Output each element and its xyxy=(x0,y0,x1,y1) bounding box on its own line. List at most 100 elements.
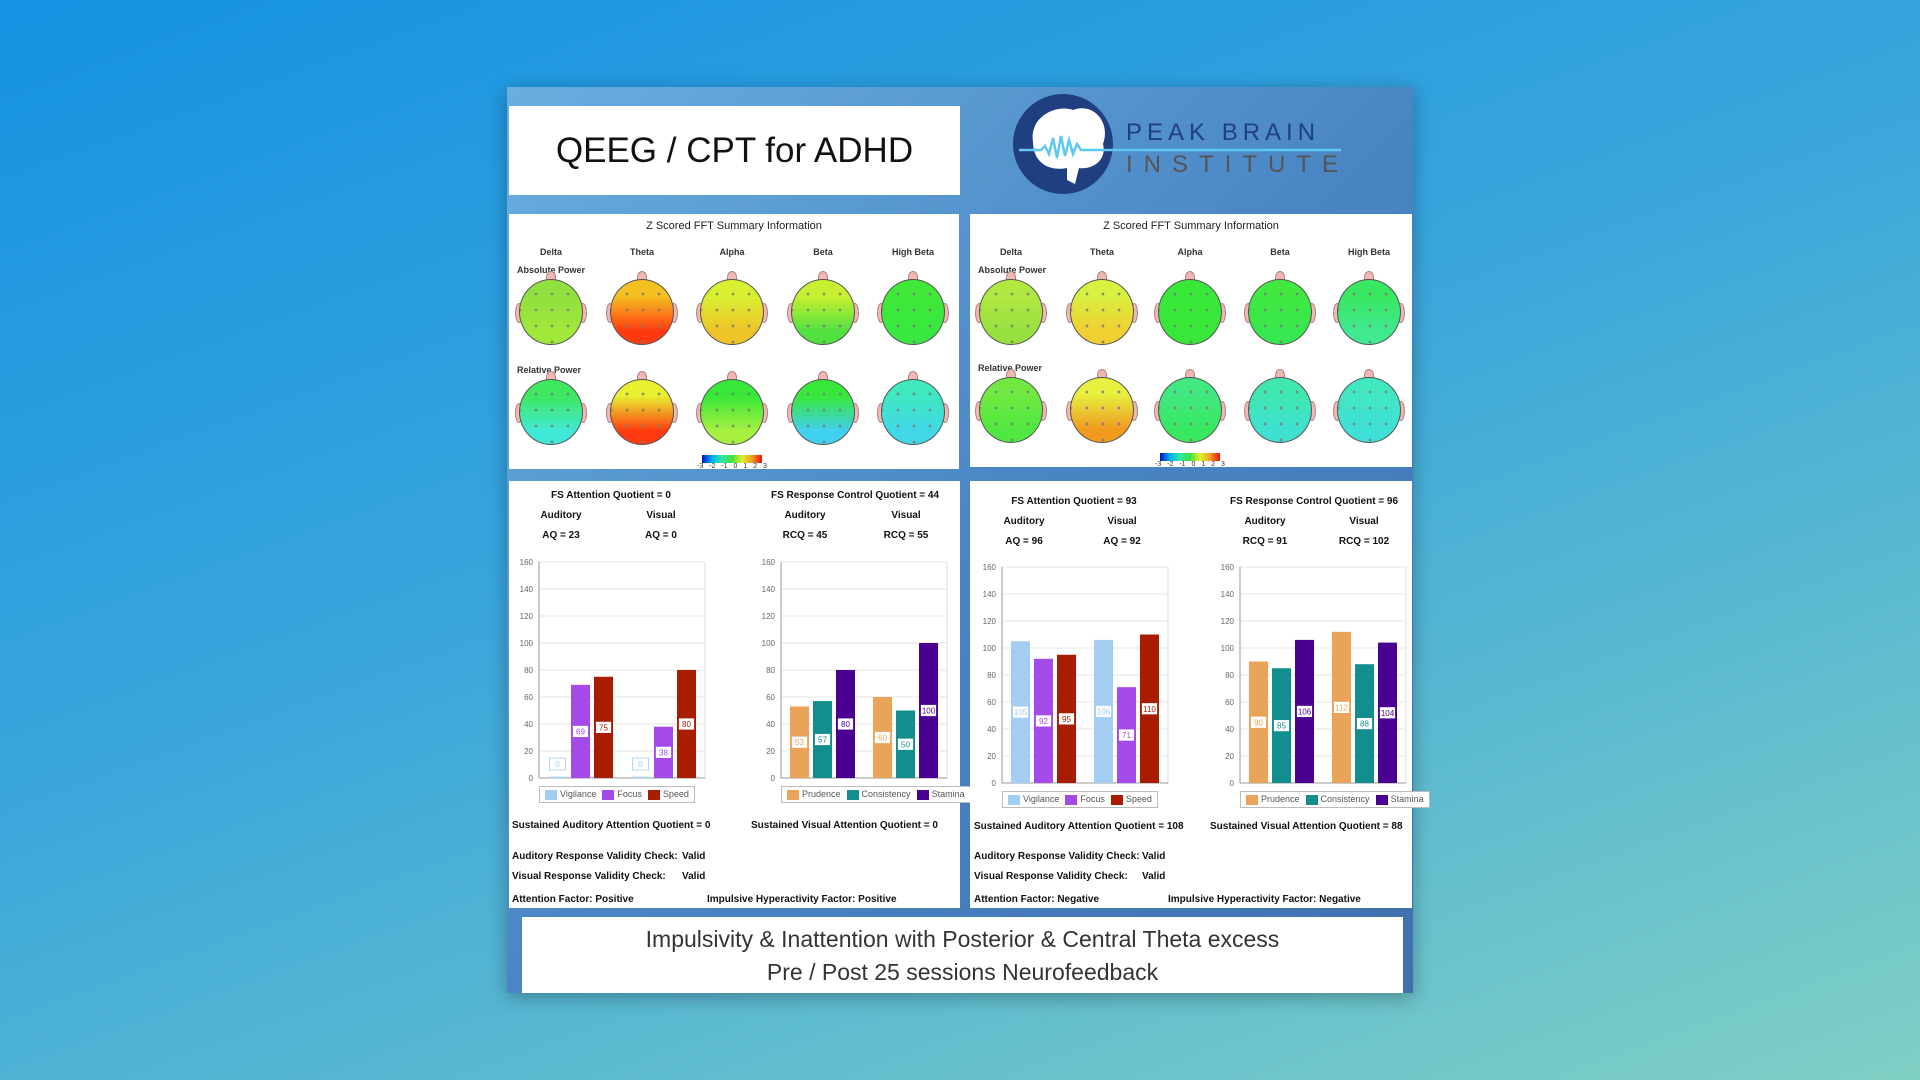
data-label-box xyxy=(1333,700,1350,714)
legend-item: Prudence xyxy=(787,789,841,800)
colorbar-tick: 1 xyxy=(743,463,748,470)
response-chart-pre: 0 20 40 60 80 100 120 140 160 53 57 80 60 50 100 xyxy=(762,558,948,783)
attention-quotient: FS Attention Quotient = 0 xyxy=(551,490,671,501)
data-label: 0 xyxy=(555,760,560,769)
data-label: 105 xyxy=(1014,708,1028,717)
visual-label: Visual xyxy=(646,510,676,521)
y-tick-label: 40 xyxy=(1225,725,1234,734)
auditory-validity: Auditory Response Validity Check: xyxy=(974,851,1140,862)
sustained-visual: Sustained Visual Attention Quotient = 88 xyxy=(1210,821,1403,832)
legend-swatch xyxy=(602,789,615,800)
data-label-box xyxy=(1012,705,1029,719)
qeeg-post-panel: Z Scored FFT Summary Information Delta The… xyxy=(970,214,1412,468)
row-label: Absolute Power xyxy=(517,265,586,275)
data-label: 69 xyxy=(576,727,585,736)
data-label: 90 xyxy=(1254,718,1263,727)
y-tick-label: 20 xyxy=(766,747,775,756)
legend-item: Speed xyxy=(1110,794,1152,805)
brainwave-icon xyxy=(1019,135,1341,159)
visual-validity-value: Valid xyxy=(1142,871,1166,882)
aq-visual: AQ = 0 xyxy=(645,530,677,541)
colorbar-tick: -1 xyxy=(721,463,728,470)
hyperactivity-factor: Impulsive Hyperactivity Factor: Positive xyxy=(707,894,897,905)
y-tick-label: 80 xyxy=(524,666,533,675)
y-tick-label: 40 xyxy=(987,725,996,734)
colorbar-tick: 2 xyxy=(753,463,758,470)
visual-validity-value: Valid xyxy=(682,871,706,882)
rcq-auditory: RCQ = 45 xyxy=(782,530,828,541)
y-tick-label: 120 xyxy=(762,612,776,621)
y-tick-label: 80 xyxy=(987,671,996,680)
y-tick-label: 40 xyxy=(766,720,775,729)
response-quotient: FS Response Control Quotient = 44 xyxy=(770,490,940,501)
colorbar-tick: -3 xyxy=(1155,461,1162,468)
auditory-validity: Auditory Response Validity Check: xyxy=(512,851,678,862)
sustained-visual: Sustained Visual Attention Quotient = 0 xyxy=(751,820,938,831)
aq-visual: AQ = 92 xyxy=(1103,536,1141,547)
y-tick-label: 0 xyxy=(992,779,997,788)
topographic-head-map xyxy=(606,271,678,349)
auditory-label: Auditory xyxy=(1244,516,1286,527)
auditory-label: Auditory xyxy=(540,510,582,521)
legend-item: Speed xyxy=(647,789,689,800)
legend-swatch xyxy=(1065,794,1078,805)
data-label-box xyxy=(1273,719,1290,733)
colorbar-ticks: -3 -2 -1 0 1 2 3 xyxy=(697,463,767,470)
attention-factor: Attention Factor: Positive xyxy=(512,894,634,905)
chart-legend: Vigilance Focus Speed xyxy=(1002,791,1158,808)
legend-swatch xyxy=(1246,794,1258,805)
caption-line1: Impulsivity & Inattention with Posterior… xyxy=(645,926,1280,952)
sustained-auditory: Sustained Auditory Attention Quotient = … xyxy=(512,820,711,831)
topographic-head-map xyxy=(1066,271,1138,349)
band-label: Beta xyxy=(1270,247,1290,257)
legend-label: Prudence xyxy=(1261,794,1300,804)
y-tick-label: 140 xyxy=(1221,590,1235,599)
data-label: 38 xyxy=(659,748,668,757)
y-tick-label: 0 xyxy=(771,774,776,783)
band-label: High Beta xyxy=(891,247,935,257)
band-label: Alpha xyxy=(719,247,745,257)
auditory-label: Auditory xyxy=(784,510,826,521)
colorbar xyxy=(702,455,762,463)
topographic-head-map xyxy=(1244,271,1316,349)
qeeg-pre-panel: Z Scored FFT Summary Information Delta The… xyxy=(509,214,959,470)
y-tick-label: 60 xyxy=(987,698,996,707)
y-tick-label: 20 xyxy=(524,747,533,756)
legend-item: Focus xyxy=(602,789,642,800)
data-label: 80 xyxy=(682,720,691,729)
data-label: 106 xyxy=(1097,707,1111,716)
row-label: Absolute Power xyxy=(978,265,1047,275)
y-tick-label: 60 xyxy=(524,693,533,702)
topographic-head-map xyxy=(1066,369,1138,447)
data-label-box xyxy=(595,720,612,734)
legend-label: Stamina xyxy=(1390,794,1424,804)
data-label-box xyxy=(791,735,808,749)
visual-validity: Visual Response Validity Check: xyxy=(512,871,666,882)
legend-swatch xyxy=(846,789,859,800)
data-label: 112 xyxy=(1335,703,1348,712)
data-label-box xyxy=(632,757,649,771)
visual-label: Visual xyxy=(1349,516,1379,527)
legend-label: Vigilance xyxy=(1023,794,1060,804)
y-tick-label: 100 xyxy=(762,639,776,648)
legend-label: Focus xyxy=(617,789,642,799)
y-tick-label: 60 xyxy=(766,693,775,702)
colorbar-tick: 0 xyxy=(1191,461,1196,468)
peak-brain-institute-logo: PEAK BRAIN INSTITUTE xyxy=(1011,92,1341,196)
aq-auditory: AQ = 96 xyxy=(1005,536,1043,547)
y-tick-label: 40 xyxy=(524,720,533,729)
data-label: 53 xyxy=(795,738,804,747)
attention-factor: Attention Factor: Negative xyxy=(974,894,1100,905)
topographic-head-map xyxy=(787,271,859,349)
colorbar-tick: 1 xyxy=(1201,461,1206,468)
rcq-auditory: RCQ = 91 xyxy=(1242,536,1288,547)
y-tick-label: 60 xyxy=(1225,698,1234,707)
visual-label: Visual xyxy=(891,510,921,521)
attention-chart-pre: 0 20 40 60 80 100 120 140 160 0 69 75 0 38 80 xyxy=(520,558,706,783)
data-label-box xyxy=(1250,715,1267,729)
data-label: 60 xyxy=(878,734,887,743)
data-label: 75 xyxy=(599,723,608,732)
topographic-head-map xyxy=(515,371,587,449)
colorbar-tick: 2 xyxy=(1211,461,1216,468)
topographic-head-map xyxy=(1154,271,1226,349)
